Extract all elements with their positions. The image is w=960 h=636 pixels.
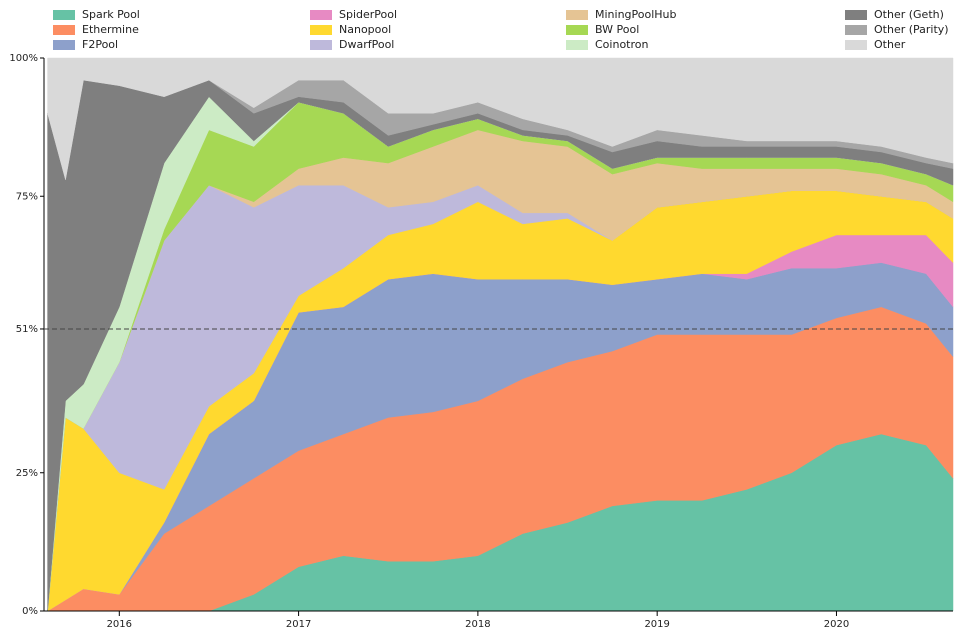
legend-swatch [845,10,867,20]
legend-swatch [53,40,75,50]
legend-label: Other [874,38,906,51]
legend-label: F2Pool [82,38,118,51]
legend-swatch [566,10,588,20]
legend-label: DwarfPool [339,38,394,51]
legend-swatch [845,40,867,50]
legend-label: SpiderPool [339,8,397,21]
legend-swatch [310,40,332,50]
legend-label: BW Pool [595,23,639,36]
area [47,57,954,180]
legend-swatch [845,25,867,35]
legend-swatch [53,25,75,35]
x-tick-label: 2018 [465,619,490,630]
legend-swatch [566,25,588,35]
x-tick-label: 2016 [107,619,132,630]
legend-label: Other (Parity) [874,23,949,36]
legend-label: Spark Pool [82,8,140,21]
legend-swatch [310,25,332,35]
legend-label: Nanopool [339,23,391,36]
y-tick-label: 100% [9,53,38,64]
legend-swatch [310,10,332,20]
y-tick-label: 51% [16,324,38,335]
x-tick-label: 2019 [644,619,669,630]
legend-label: Coinotron [595,38,648,51]
legend-swatch [566,40,588,50]
y-tick-label: 75% [16,191,38,202]
x-tick-label: 2017 [286,619,311,630]
y-tick-label: 0% [22,606,38,617]
legend-swatch [53,10,75,20]
legend-label: MiningPoolHub [595,8,677,21]
x-tick-label: 2020 [824,619,849,630]
legend-label: Ethermine [82,23,139,36]
y-tick-label: 25% [16,468,38,479]
legend-label: Other (Geth) [874,8,944,21]
